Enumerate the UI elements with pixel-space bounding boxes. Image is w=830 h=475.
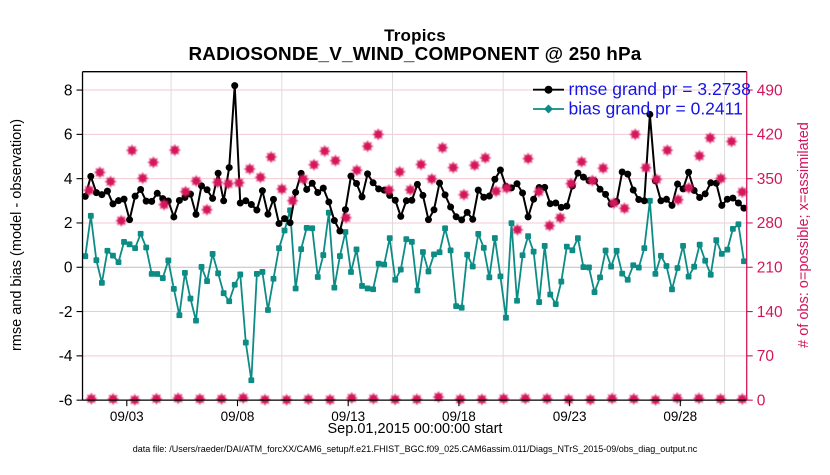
svg-text:bias grand pr = 0.2411: bias grand pr = 0.2411 <box>569 99 743 119</box>
svg-text:280: 280 <box>757 215 783 232</box>
svg-text:2: 2 <box>64 215 73 232</box>
svg-text:70: 70 <box>757 348 775 365</box>
svg-text:8: 8 <box>64 82 73 99</box>
svg-text:4: 4 <box>64 171 73 188</box>
svg-text:-4: -4 <box>59 348 73 365</box>
svg-text:0: 0 <box>757 392 766 409</box>
svg-text:350: 350 <box>757 171 783 188</box>
svg-text:0: 0 <box>64 259 73 276</box>
svg-text:490: 490 <box>757 82 783 99</box>
svg-text:140: 140 <box>757 304 783 321</box>
svg-text:rmse grand pr = 3.2738: rmse grand pr = 3.2738 <box>569 79 751 99</box>
svg-text:420: 420 <box>757 127 783 144</box>
svg-text:-6: -6 <box>59 392 73 409</box>
svg-text:6: 6 <box>64 127 73 144</box>
svg-text:-2: -2 <box>59 304 73 321</box>
svg-text:210: 210 <box>757 259 783 276</box>
